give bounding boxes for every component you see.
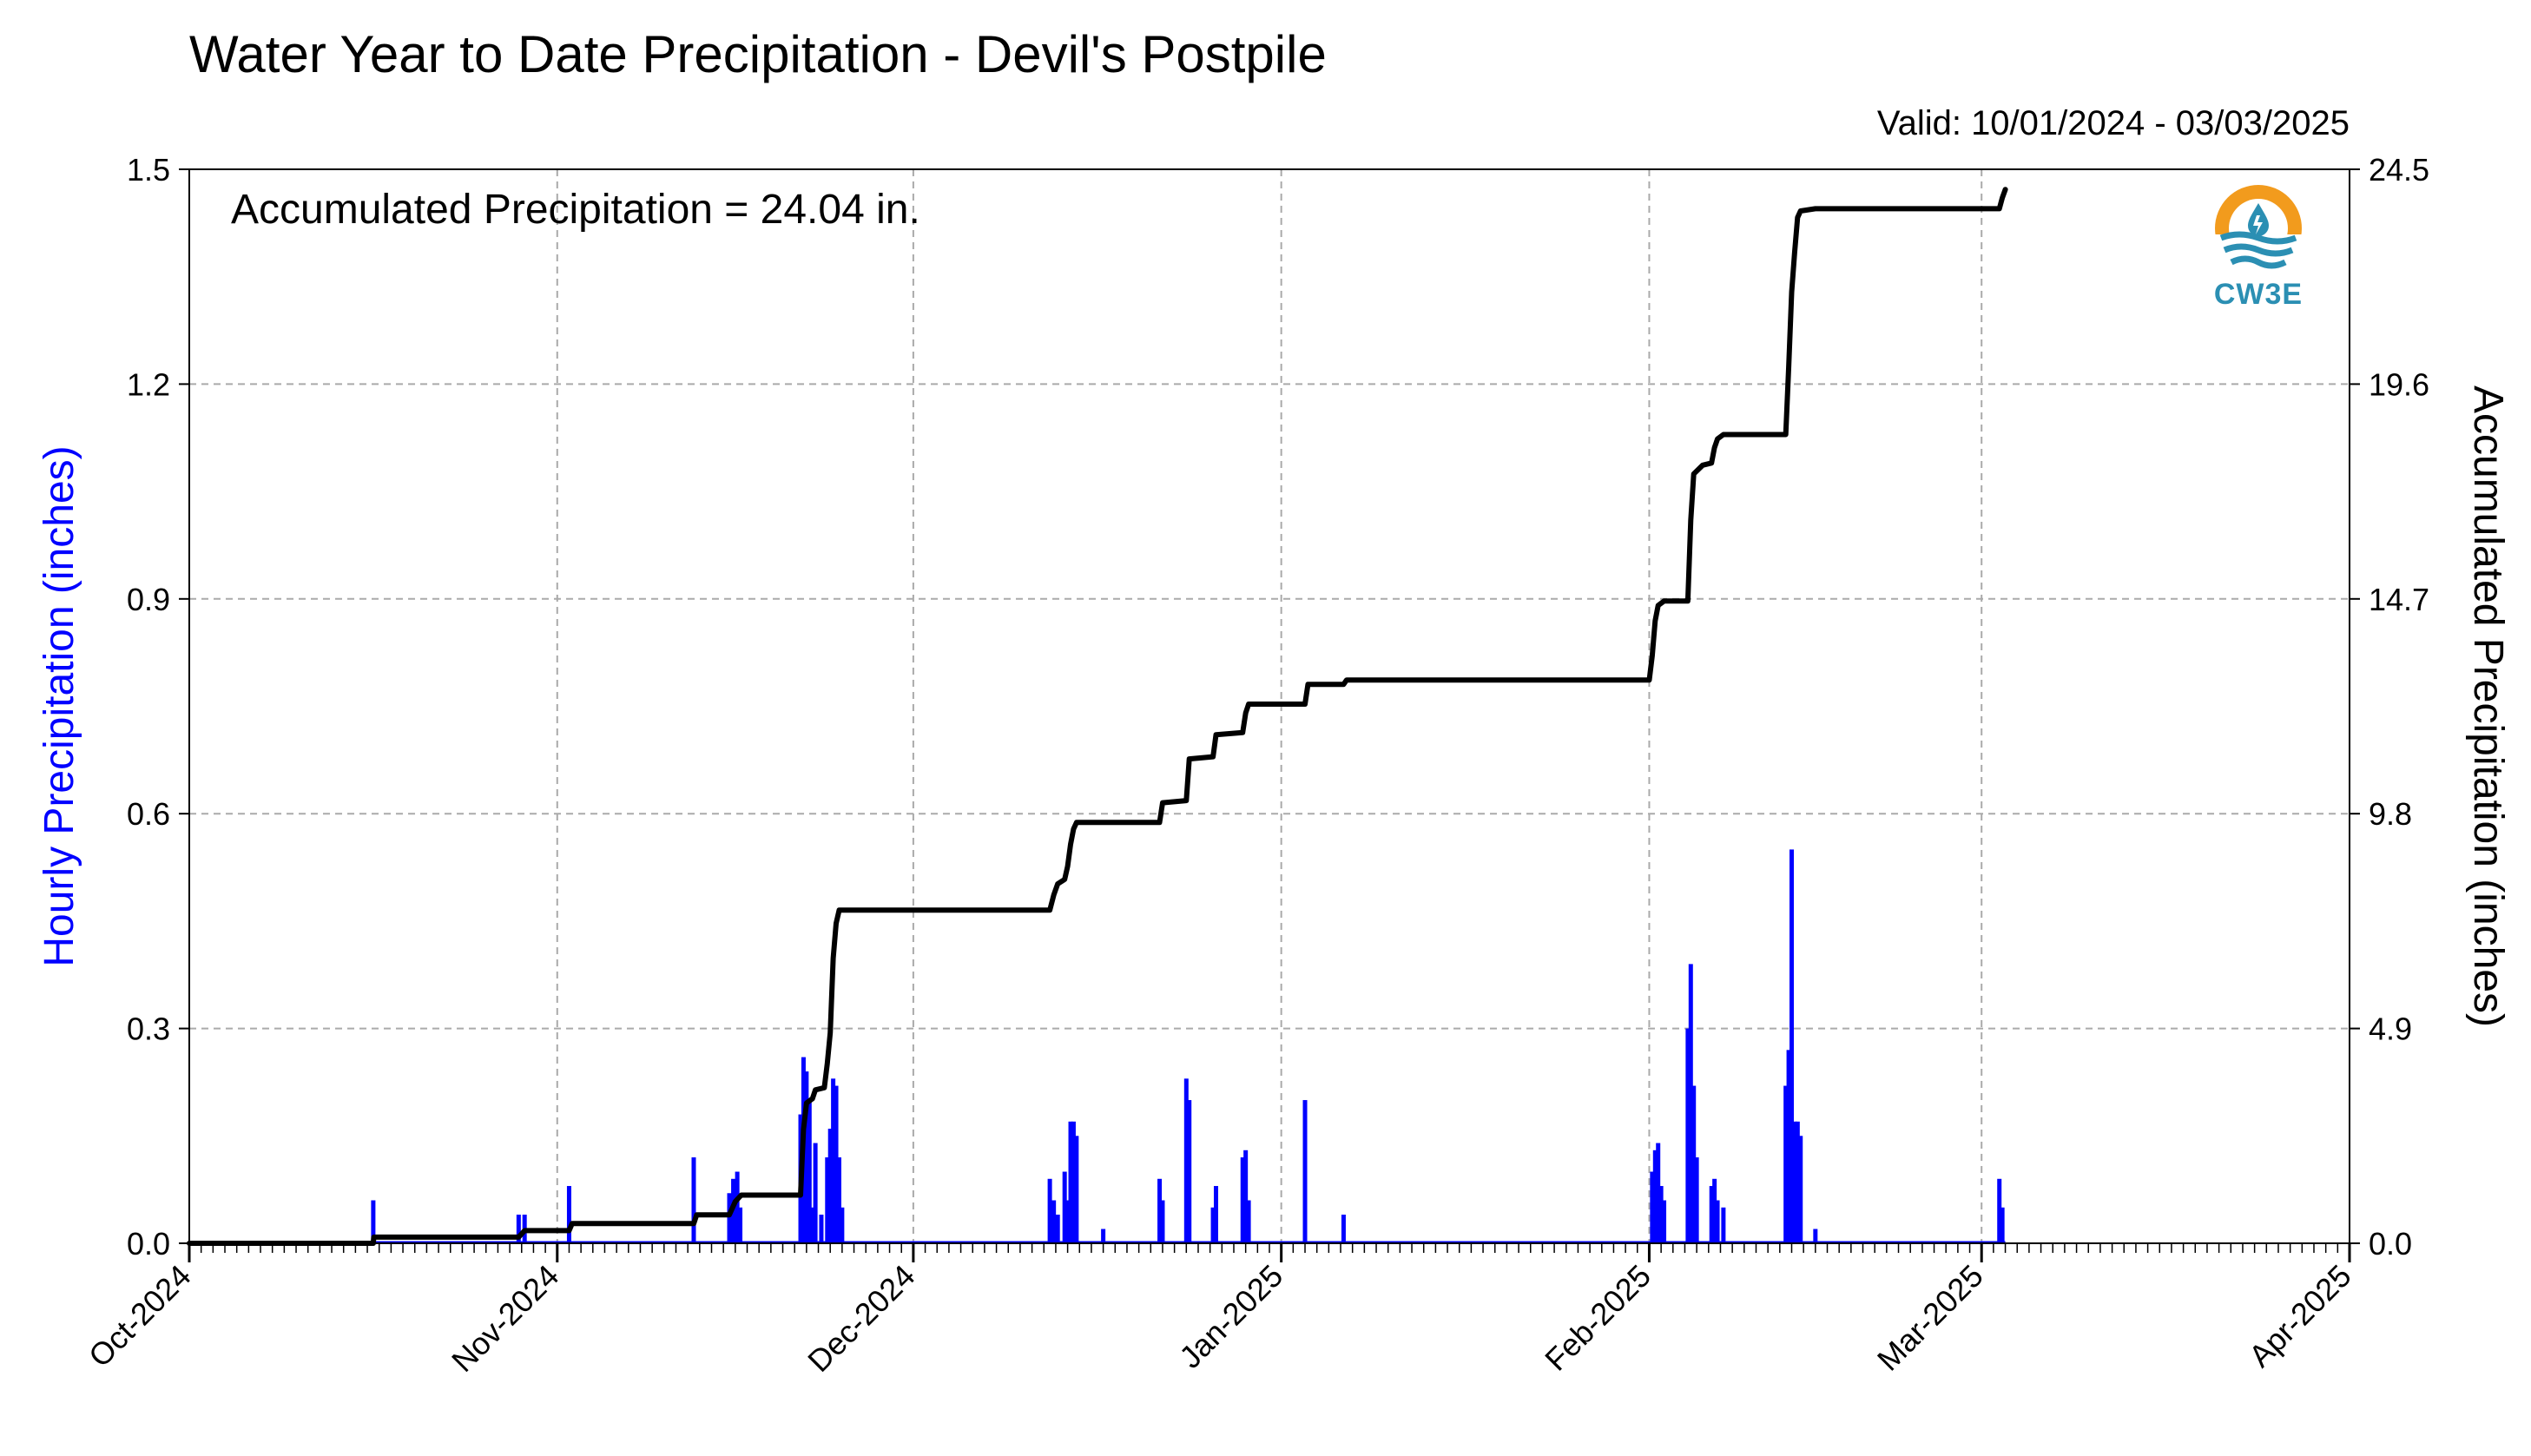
hourly-bar — [1068, 1121, 1073, 1243]
accumulated-line — [187, 187, 2008, 1246]
y-tick-label-left: 1.5 — [127, 152, 170, 188]
y-axis-label-right: Accumulated Precipitation (inches) — [2465, 385, 2511, 1027]
x-tick-label: Dec-2024 — [801, 1258, 921, 1379]
y-tick-label-right: 0.0 — [2369, 1226, 2412, 1262]
hourly-bar — [1789, 849, 1794, 1243]
hourly-bar — [1997, 1178, 2002, 1243]
hourly-bar — [804, 1071, 809, 1243]
hourly-bar — [1715, 1200, 1720, 1243]
hourly-bar — [1685, 1028, 1691, 1243]
accumulated-line-layer — [187, 187, 2008, 1246]
x-tick-label: Feb-2025 — [1538, 1258, 1658, 1378]
hourly-bar — [1650, 1171, 1655, 1243]
hourly-bar — [1786, 1050, 1791, 1243]
y-axis-label-left: Hourly Precipitation (inches) — [36, 445, 82, 966]
hourly-bar — [1712, 1178, 1717, 1243]
hourly-bar — [1187, 1100, 1192, 1243]
hourly-bar — [813, 1143, 818, 1243]
hourly-bar — [834, 1085, 839, 1243]
chart-title: Water Year to Date Precipitation - Devil… — [189, 25, 1327, 83]
x-tick-label: Nov-2024 — [445, 1258, 565, 1379]
y-tick-label-left: 0.6 — [127, 796, 170, 832]
hourly-bar — [1051, 1200, 1057, 1243]
y-tick-label-left: 0.3 — [127, 1011, 170, 1047]
hourly-bar — [1688, 964, 1693, 1243]
hourly-bar — [1656, 1143, 1661, 1243]
cw3e-logo-icon — [2211, 185, 2306, 274]
hourly-bar — [1341, 1215, 1346, 1243]
hourly-bar — [1065, 1200, 1071, 1243]
x-tick-label: Apr-2025 — [2242, 1258, 2358, 1374]
y-tick-label-right: 19.6 — [2369, 366, 2429, 402]
hourly-bar — [738, 1207, 743, 1243]
hourly-bar — [1302, 1100, 1308, 1243]
hourly-bar — [1783, 1085, 1789, 1243]
hourly-bar — [825, 1157, 830, 1243]
y-tick-label-right: 24.5 — [2369, 152, 2429, 188]
y-tick-label-right: 4.9 — [2369, 1011, 2412, 1047]
hourly-bar — [1798, 1136, 1803, 1243]
hourly-bar — [1160, 1200, 1165, 1243]
hourly-bar — [1240, 1157, 1245, 1243]
hourly-bar — [2000, 1207, 2005, 1243]
hourly-bar — [1813, 1229, 1818, 1243]
hourly-bar — [840, 1207, 845, 1243]
y-tick-label-left: 0.9 — [127, 582, 170, 617]
ticks-layer: 0.0 0.3 0.6 0.9 1.2 1.5 0.0 4.9 9.8 14.7 19.6 24.5 O… — [82, 152, 2429, 1379]
hourly-bar — [1652, 1150, 1658, 1243]
hourly-bar — [1055, 1215, 1060, 1243]
hourly-bars-layer — [189, 849, 2006, 1244]
hourly-bar — [1183, 1078, 1189, 1243]
hourly-bar — [836, 1157, 841, 1243]
x-tick-label: Mar-2025 — [1870, 1258, 1990, 1378]
hourly-bar — [819, 1215, 824, 1243]
hourly-bar — [1709, 1186, 1714, 1243]
hourly-bar — [691, 1157, 696, 1243]
hourly-bar — [735, 1171, 740, 1243]
hourly-bar — [371, 1200, 376, 1243]
hourly-bar — [1062, 1171, 1067, 1243]
y-tick-label-right: 14.7 — [2369, 582, 2429, 617]
hourly-bar — [1157, 1178, 1163, 1243]
hourly-bar — [1071, 1121, 1076, 1243]
hourly-bar — [1792, 1121, 1797, 1243]
hourly-bar — [566, 1186, 571, 1243]
valid-date-range: Valid: 10/01/2024 - 03/03/2025 — [1876, 104, 2350, 142]
hourly-bar — [1691, 1085, 1697, 1243]
hourly-bar — [827, 1129, 833, 1243]
y-tick-label-left: 0.0 — [127, 1226, 170, 1262]
hourly-bar — [1658, 1186, 1664, 1243]
hourly-bar — [831, 1078, 836, 1243]
cw3e-logo-text: CW3E — [2213, 278, 2304, 311]
hourly-bar — [727, 1193, 732, 1243]
x-tick-label: Oct-2024 — [82, 1258, 198, 1374]
hourly-bar — [1210, 1207, 1216, 1243]
hourly-bar — [1721, 1207, 1726, 1243]
hourly-bar — [1101, 1229, 1106, 1243]
y-tick-label-left: 1.2 — [127, 366, 170, 402]
hourly-bar — [807, 1100, 812, 1243]
hourly-bar — [1243, 1150, 1249, 1243]
hourly-bar — [516, 1215, 521, 1243]
x-tick-label: Jan-2025 — [1172, 1258, 1289, 1375]
hourly-bar — [1213, 1186, 1218, 1243]
accumulated-annotation: Accumulated Precipitation = 24.04 in. — [231, 187, 920, 233]
hourly-bar — [810, 1207, 815, 1243]
cw3e-logo: CW3E — [2202, 181, 2315, 320]
hourly-bar — [1047, 1178, 1052, 1243]
hourly-bar — [1074, 1136, 1079, 1243]
hourly-bar — [1662, 1200, 1667, 1243]
y-tick-label-right: 9.8 — [2369, 796, 2412, 832]
hourly-bar — [1795, 1121, 1800, 1243]
hourly-bar — [1694, 1157, 1699, 1243]
hourly-bar — [1246, 1200, 1251, 1243]
